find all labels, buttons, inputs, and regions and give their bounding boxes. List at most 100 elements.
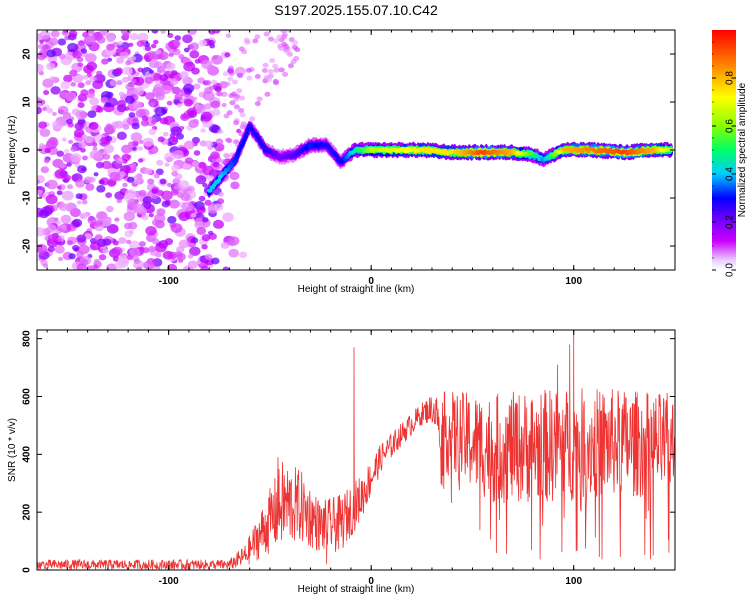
noise-blob [171,70,178,76]
noise-blob [96,76,103,82]
noise-blob [273,67,280,73]
noise-blob [65,202,77,213]
noise-blob [148,69,154,74]
noise-blob [284,30,291,33]
noise-blob [66,118,73,125]
colorbar-ticks: 0.0 0.2 0.4 0.6 0.8 [712,41,736,277]
noise-blob [51,111,57,116]
ridge-cell [208,188,213,193]
noise-blob [70,145,78,152]
noise-blob [62,30,69,33]
noise-blob [166,182,172,188]
noise-blob [60,214,72,224]
snr-ytick-label: 400 [22,446,33,463]
noise-blob [129,33,139,41]
noise-blob [128,112,136,118]
noise-blob [228,70,235,76]
noise-blob [140,119,149,127]
noise-blob [37,106,42,115]
noise-blob [214,203,224,211]
noise-blob [161,109,168,115]
noise-blob [87,110,97,119]
noise-blob [233,104,240,110]
noise-blob [116,80,123,86]
spectrogram-ytick-label: -20 [22,238,33,253]
noise-blob [56,190,63,196]
noise-blob [161,200,171,208]
noise-blob [183,83,195,93]
noise-blob [43,158,50,164]
noise-blob [148,128,157,135]
noise-blob [155,92,165,101]
noise-blob [58,256,64,262]
noise-blob [46,49,56,58]
noise-blob [135,108,147,118]
noise-blob [80,213,86,219]
noise-blob [132,101,143,110]
noise-blob [227,76,234,82]
snr-series-line [37,332,675,570]
noise-blob [167,251,177,260]
noise-blob [181,201,194,212]
noise-blob [182,34,193,44]
noise-blob [46,179,58,190]
noise-blob [88,121,99,130]
ridge-cell [239,143,245,148]
noise-blob [92,146,98,151]
noise-blob [171,86,181,95]
snr-xlabel: Height of straight line (km) [298,584,415,595]
noise-blob [268,36,275,42]
noise-blob [195,104,207,114]
noise-blob [267,68,274,74]
noise-blob [129,162,137,168]
noise-blob [166,263,178,270]
noise-blob [148,59,160,69]
noise-blob [144,167,153,175]
noise-blob [85,80,92,86]
noise-blob [157,136,165,143]
noise-blob [63,174,72,181]
noise-blob [217,198,225,205]
noise-blob [182,163,190,170]
noise-blob [170,78,179,86]
noise-blob [129,247,141,257]
noise-blob [239,251,248,259]
noise-blob [81,199,88,205]
noise-blob [66,240,73,246]
noise-blob [93,258,100,264]
noise-blob [222,212,234,223]
noise-blob [131,79,137,84]
snr-ticks: -100 0 100 0 200 400 600 800 [22,330,676,587]
noise-blob [69,69,78,77]
noise-blob [174,35,182,41]
noise-blob [45,194,58,205]
noise-blob [180,113,190,121]
ridge-cell [216,178,222,183]
noise-blob [131,146,137,151]
snr-ylabel: SNR (10 * v/v) [7,418,18,482]
noise-blob [100,136,110,145]
noise-blob [136,266,142,270]
noise-blob [203,87,213,95]
noise-blob [103,144,115,154]
noise-blob [151,193,158,199]
noise-blob [240,121,247,127]
noise-blob [276,34,283,40]
noise-blob [193,150,201,156]
noise-blob [61,137,67,142]
noise-blob [63,74,73,83]
noise-blob [66,162,72,167]
noise-blob [77,82,85,89]
snr-marks [37,332,675,570]
colorbar-gradient [712,30,736,270]
noise-blob [125,83,135,91]
noise-blob [236,88,243,94]
noise-blob [201,234,211,242]
noise-blob [121,76,129,83]
noise-blob [142,137,154,147]
noise-blob [261,68,268,74]
noise-blob [95,161,104,169]
noise-blob [105,32,116,41]
noise-blob [154,49,162,55]
